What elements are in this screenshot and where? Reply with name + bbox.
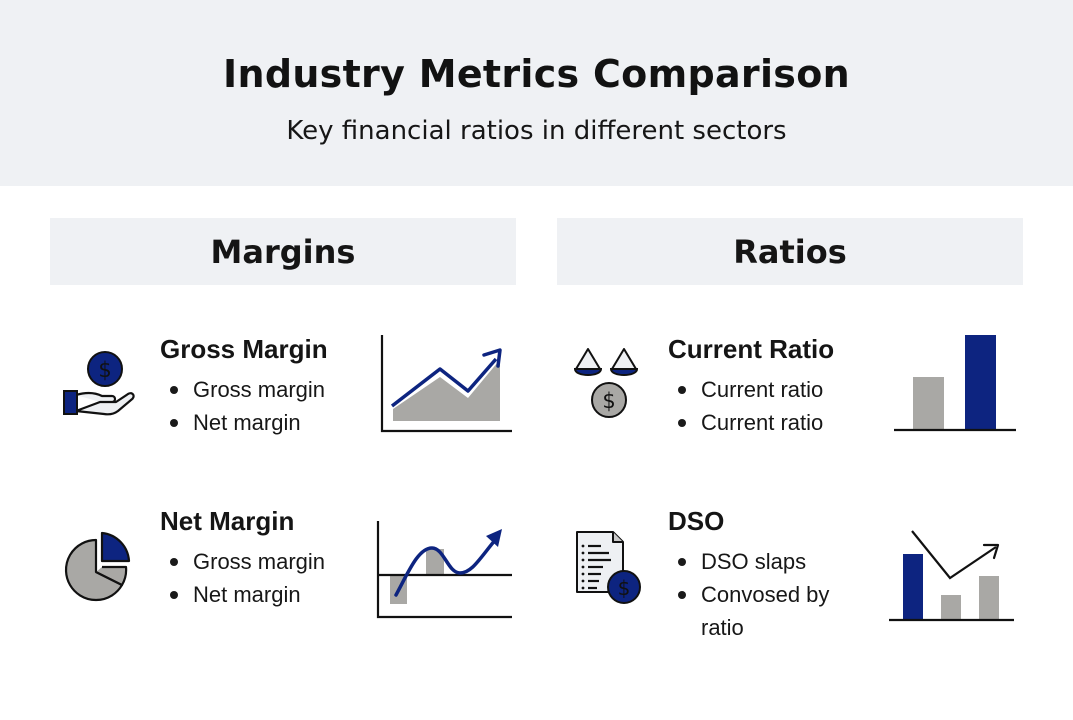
metric-title: DSO	[668, 506, 725, 536]
bullet-item: Net margin	[163, 406, 325, 439]
bullet-item: Current ratio	[671, 406, 823, 439]
bullet-item: Current ratio	[671, 373, 823, 406]
section-header-margins: Margins	[50, 218, 516, 285]
invoice-dollar-icon: $	[576, 531, 641, 604]
bullet-item: Net margin	[163, 578, 325, 611]
metric-title: Net Margin	[160, 506, 295, 536]
section-header-ratios: Ratios	[557, 218, 1023, 285]
pie-chart-icon	[65, 531, 131, 602]
bullet-list: Gross margin Net margin	[163, 545, 325, 611]
section-title: Ratios	[733, 232, 847, 271]
wave-trend-up-icon	[376, 521, 512, 619]
svg-text:$: $	[98, 358, 111, 382]
area-trend-up-icon	[380, 335, 512, 433]
bullet-item: Convosed by ratio	[671, 578, 861, 644]
bullet-list: Current ratio Current ratio	[671, 373, 823, 439]
svg-text:$: $	[602, 389, 615, 413]
page-subtitle: Key financial ratios in different sector…	[286, 116, 787, 146]
hand-holding-dollar-icon: $	[63, 351, 135, 416]
header-banner: Industry Metrics Comparison Key financia…	[0, 0, 1073, 186]
bar-trend-icon	[889, 530, 1014, 622]
page-title: Industry Metrics Comparison	[223, 52, 850, 96]
bullet-item: DSO slaps	[671, 545, 861, 578]
bullet-item: Gross margin	[163, 373, 325, 406]
two-bar-chart-icon	[894, 335, 1016, 432]
bullet-list: DSO slaps Convosed by ratio	[671, 545, 861, 644]
section-title: Margins	[210, 232, 356, 271]
metric-title: Current Ratio	[668, 334, 835, 364]
metric-title: Gross Margin	[160, 334, 328, 364]
balance-scale-dollar-icon: $	[573, 348, 639, 418]
svg-text:$: $	[618, 576, 631, 600]
bullet-list: Gross margin Net margin	[163, 373, 325, 439]
bullet-item: Gross margin	[163, 545, 325, 578]
